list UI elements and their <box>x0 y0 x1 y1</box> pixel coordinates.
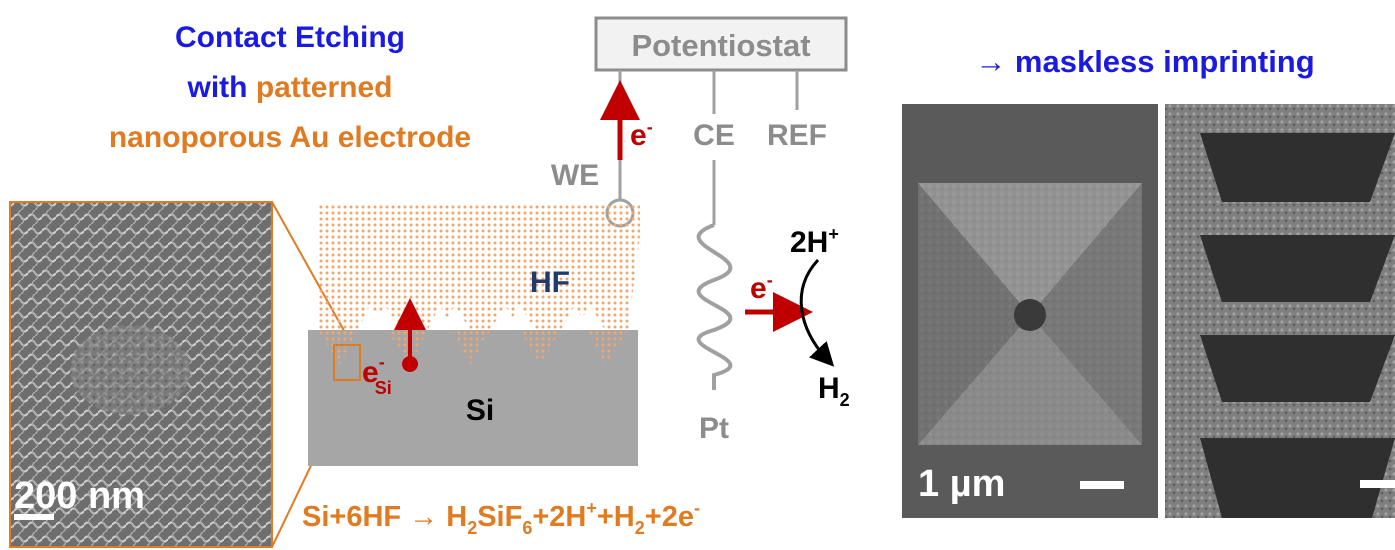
pt-coil <box>696 223 733 390</box>
title-line3: nanoporous Au electrode <box>109 121 471 154</box>
hf-label: HF <box>530 266 570 299</box>
sem-trenches <box>1165 104 1395 518</box>
electron-label-si: e-Si <box>362 352 392 398</box>
si-label: Si <box>466 394 494 427</box>
scale-bar-left <box>14 514 54 520</box>
reduction-arrow <box>799 258 835 367</box>
h2-label: H2 <box>818 372 850 410</box>
hole-dot <box>402 356 418 372</box>
title-line1: Contact Etching <box>175 21 405 54</box>
h-plus-label: 2H+ <box>790 224 839 259</box>
zoom-box <box>333 344 361 381</box>
title-line2-highlight: patterned <box>256 71 393 104</box>
right-title: → maskless imprinting <box>975 44 1314 79</box>
pore-2 <box>440 305 470 330</box>
ref-label: REF <box>767 119 827 152</box>
we-label: WE <box>551 159 599 192</box>
sem-pyramid: 1 µm <box>902 104 1158 518</box>
pore-3 <box>505 305 535 330</box>
scale-label-right: 1 µm <box>918 463 1005 505</box>
electron-label-pt: e- <box>750 270 773 305</box>
potentiostat-label: Potentiostat <box>631 28 810 63</box>
electron-label-we: e- <box>630 117 653 152</box>
reaction-equation: Si+6HF → H2SiF6+2H++H2+2e- <box>302 498 700 538</box>
ce-label: CE <box>693 119 735 152</box>
scale-bar-right <box>1080 481 1124 489</box>
pore-1 <box>370 305 400 330</box>
title-line2: with patterned <box>186 71 392 104</box>
pt-label: Pt <box>699 412 729 445</box>
potentiostat-box <box>594 16 848 72</box>
scale-bar-trenches <box>1360 480 1395 488</box>
pore-4 <box>575 305 605 330</box>
title-line2-prefix: with <box>186 71 255 104</box>
sem-inset-left: 200 nm <box>9 201 273 548</box>
scale-label-left: 200 nm <box>14 475 145 517</box>
